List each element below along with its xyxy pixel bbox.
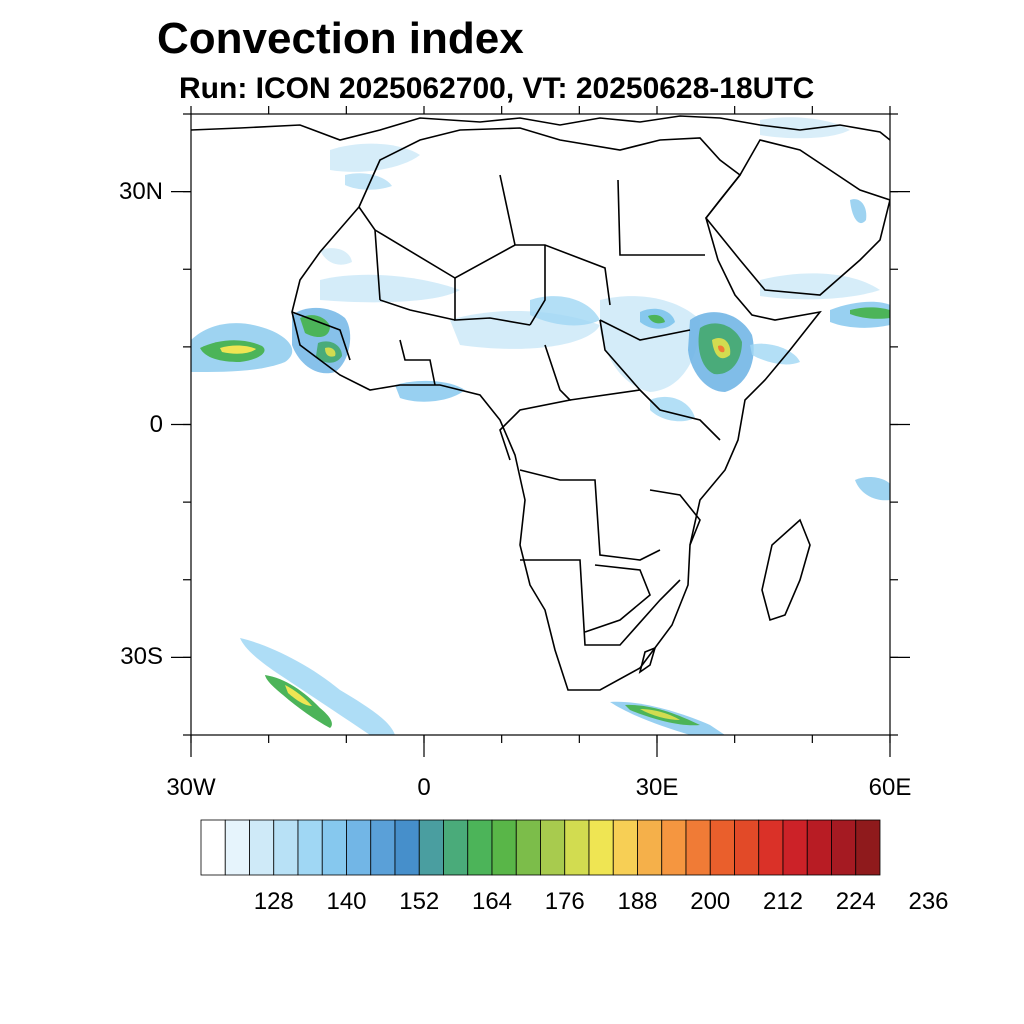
colorbar-swatch [515,819,541,876]
colorbar-swatch [685,819,711,876]
lon-tick-label: 0 [417,774,431,801]
colorbar-tick-label: 236 [908,888,949,915]
chart-title: Convection index [157,14,524,63]
lon-tick-label: 30E [635,774,679,801]
convection-field [191,117,890,735]
lat-tick-label: 0 [149,410,163,438]
colorbar-swatch [273,819,299,876]
colorbar-swatch [855,819,881,876]
colorbar-swatch [734,819,760,876]
colorbar-swatch [467,819,493,876]
colorbar-swatch [200,819,226,876]
colorbar-swatch [588,819,614,876]
colorbar-tick-label: 212 [762,888,804,915]
colorbar-swatch [321,819,347,876]
colorbar-swatch [782,819,808,876]
colorbar [200,819,881,876]
colorbar-swatch [346,819,372,876]
lat-tick-label: 30N [118,177,163,205]
lon-tick-label: 30W [166,774,216,801]
colorbar-swatch [709,819,735,876]
colorbar-swatch [637,819,663,876]
colorbar-swatch [564,819,590,876]
colorbar-tick-label: 140 [326,888,367,915]
colorbar-swatch [394,819,420,876]
colorbar-swatch [831,819,857,876]
colorbar-swatch [370,819,396,876]
colorbar-tick-label: 176 [544,888,585,915]
colorbar-swatch [758,819,784,876]
colorbar-tick-label: 128 [253,888,294,915]
chart-subtitle: Run: ICON 2025062700, VT: 20250628-18UTC [179,72,815,105]
colorbar-swatch [612,819,638,876]
colorbar-swatch [443,819,469,876]
colorbar-swatch [661,819,687,876]
coastline-outlines [191,115,890,691]
colorbar-swatch [491,819,517,876]
axis-ticks [171,106,910,757]
colorbar-swatch [540,819,566,876]
colorbar-tick-label: 200 [690,888,731,915]
colorbar-swatch [806,819,832,876]
colorbar-swatch [249,819,275,876]
colorbar-tick-label: 152 [399,888,440,915]
colorbar-swatch [224,819,250,876]
map-frame [190,113,891,736]
colorbar-tick-label: 188 [617,888,658,915]
lat-tick-label: 30S [120,643,163,671]
colorbar-swatch [297,819,323,876]
colorbar-tick-label: 224 [835,888,876,915]
colorbar-swatch [418,819,444,876]
lon-tick-label: 60E [868,774,912,801]
colorbar-tick-label: 164 [471,888,513,915]
